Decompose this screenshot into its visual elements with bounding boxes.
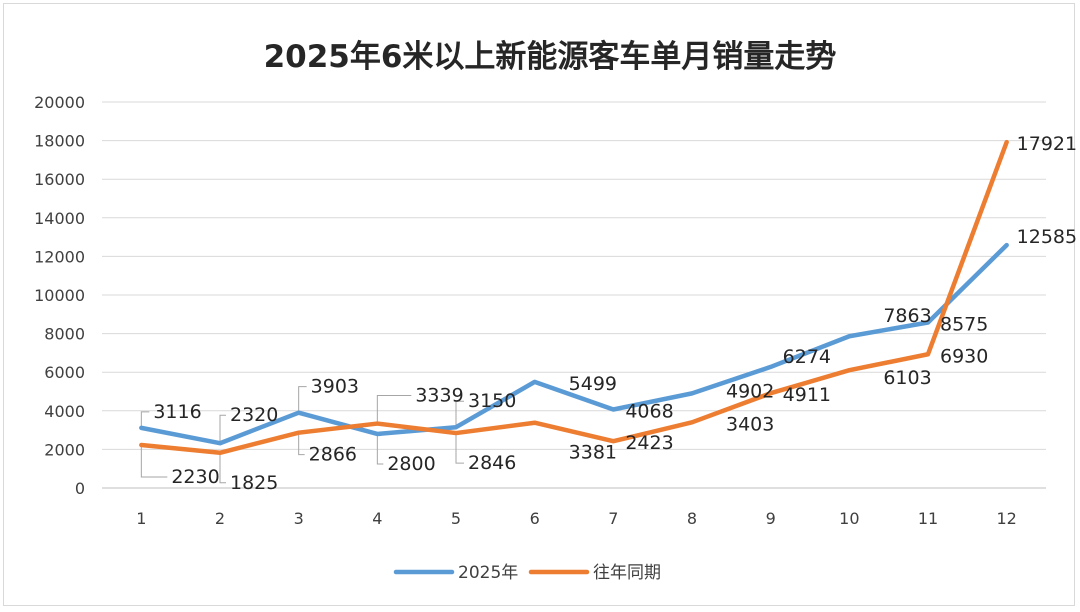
y-tick-label: 20000 <box>34 93 85 112</box>
data-label: 3339 <box>415 385 463 407</box>
data-point <box>455 426 457 428</box>
data-label: 6103 <box>883 367 931 389</box>
leader-line <box>219 452 226 484</box>
data-point <box>691 421 693 423</box>
data-label: 2866 <box>309 444 357 466</box>
leader-line <box>298 432 305 456</box>
x-tick-label: 7 <box>608 509 618 528</box>
data-point <box>140 444 142 446</box>
data-label: 2423 <box>625 432 673 454</box>
data-labels: 3116 2320 3903 2800 3150 5499 4068 4902 6274 7863… <box>153 133 1077 494</box>
data-label: 3116 <box>153 401 201 423</box>
y-tick-label: 0 <box>75 479 85 498</box>
data-point <box>1006 141 1008 143</box>
data-label: 8575 <box>940 314 988 336</box>
y-tick-label: 16000 <box>34 170 85 189</box>
chart-title: 2025年6米以上新能源客车单月销量走势 <box>264 39 837 75</box>
leader-line <box>376 433 384 465</box>
data-label: 2230 <box>171 466 219 488</box>
data-label: 6930 <box>940 345 988 367</box>
data-point <box>612 408 614 410</box>
data-label: 4902 <box>726 380 774 402</box>
data-point <box>848 335 850 337</box>
leader-line <box>376 395 412 424</box>
data-point <box>534 381 536 383</box>
data-label: 12585 <box>1017 226 1076 248</box>
y-tick-label: 8000 <box>44 325 85 344</box>
y-tick-label: 6000 <box>44 363 85 382</box>
data-point <box>1006 244 1008 246</box>
y-tick-label: 10000 <box>34 286 85 305</box>
data-point <box>140 427 142 429</box>
x-tick-label: 8 <box>687 509 697 528</box>
data-label: 2800 <box>387 453 435 475</box>
x-tick-label: 4 <box>372 509 382 528</box>
data-label: 3903 <box>311 376 359 398</box>
legend-label: 2025年 <box>458 563 518 583</box>
series-lines <box>139 139 1009 456</box>
data-point <box>927 353 929 355</box>
y-tick-label: 18000 <box>34 132 85 151</box>
data-label: 1825 <box>230 472 278 494</box>
data-point <box>298 412 300 414</box>
chart-frame: 2025年6米以上新能源客车单月销量走势 0 2000 4000 6000 8000 10… <box>3 3 1077 606</box>
data-label: 17921 <box>1017 133 1076 155</box>
line-chart: 2025年6米以上新能源客车单月销量走势 0200040006000800010… <box>34 39 1077 583</box>
leader-line <box>298 386 307 413</box>
data-point <box>534 422 536 424</box>
y-tick-label: 12000 <box>34 247 85 266</box>
data-label: 4911 <box>783 384 831 406</box>
legend-label: 往年同期 <box>593 563 661 583</box>
data-point <box>612 440 614 442</box>
data-point <box>219 442 221 444</box>
x-tick-label: 12 <box>996 509 1016 528</box>
leader-line <box>455 400 464 428</box>
data-label: 3403 <box>726 413 774 435</box>
x-tick-label: 1 <box>136 509 146 528</box>
data-label: 2320 <box>230 404 278 426</box>
data-point <box>770 366 772 368</box>
x-axis-ticks: 1 2 3 4 5 6 7 8 9 10 11 12 <box>136 509 1017 528</box>
x-tick-label: 6 <box>530 509 540 528</box>
data-point <box>455 432 457 434</box>
legend: 2025年 往年同期 <box>393 563 661 583</box>
data-point <box>376 423 378 425</box>
data-point <box>376 433 378 435</box>
y-tick-label: 14000 <box>34 209 85 228</box>
y-axis-ticks: 0 2000 4000 6000 8000 10000 12000 14000 16000 180… <box>34 93 85 498</box>
y-tick-label: 2000 <box>44 440 85 459</box>
data-point <box>848 369 850 371</box>
data-label: 7863 <box>883 305 931 327</box>
leader-line <box>455 433 464 464</box>
leader-line <box>219 414 226 444</box>
data-point <box>219 452 221 454</box>
data-point <box>770 392 772 394</box>
label-leader-lines <box>140 386 464 484</box>
leader-line <box>140 444 168 478</box>
data-label: 4068 <box>625 400 673 422</box>
gridlines <box>102 101 1046 489</box>
series-line-1 <box>139 139 1009 456</box>
y-tick-label: 4000 <box>44 402 85 421</box>
data-point <box>298 432 300 434</box>
x-tick-label: 5 <box>451 509 461 528</box>
data-label: 3381 <box>569 442 617 464</box>
data-label: 3150 <box>468 390 516 412</box>
leader-line <box>140 411 150 428</box>
x-tick-label: 10 <box>839 509 859 528</box>
data-label: 6274 <box>783 346 831 368</box>
series-line-0 <box>139 242 1009 446</box>
x-tick-label: 2 <box>215 509 225 528</box>
x-tick-label: 3 <box>294 509 304 528</box>
data-label: 2846 <box>468 452 516 474</box>
data-point <box>691 392 693 394</box>
x-tick-label: 9 <box>766 509 776 528</box>
data-label: 5499 <box>569 373 617 395</box>
data-point <box>927 322 929 324</box>
x-tick-label: 11 <box>918 509 938 528</box>
